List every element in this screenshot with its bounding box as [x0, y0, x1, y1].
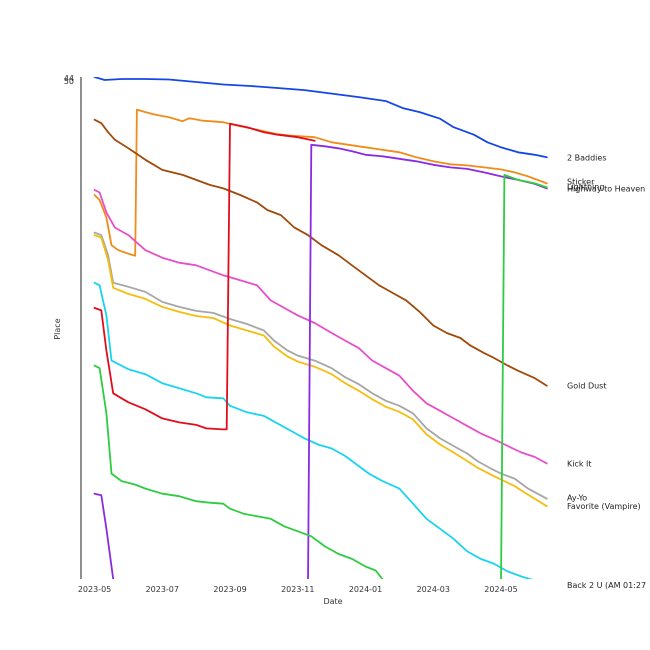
series-end-label: Back 2 U (AM 01:27	[567, 581, 646, 590]
x-tick-label: 2024-05	[484, 585, 517, 594]
y-tick-label: 44	[64, 74, 74, 83]
series-end-label: Gold Dust	[567, 382, 606, 391]
series-line	[500, 174, 548, 579]
series-end-label: Highway to Heaven	[567, 184, 645, 193]
y-axis-title: Place	[53, 318, 62, 339]
series-line	[93, 364, 384, 579]
series-line	[93, 189, 548, 465]
series-line	[93, 118, 548, 387]
x-tick-label: 2024-03	[417, 585, 450, 594]
x-tick-label: 2023-05	[78, 585, 111, 594]
series-end-label: Favorite (Vampire)	[567, 502, 641, 511]
series-lines	[93, 77, 548, 579]
series-line	[93, 231, 548, 500]
x-tick-label: 2023-11	[281, 585, 314, 594]
series-end-label: Ay-Yo	[567, 494, 587, 503]
series-line	[93, 234, 548, 508]
series-line	[93, 108, 548, 257]
x-tick-label: 2023-07	[146, 585, 179, 594]
series-line	[93, 281, 534, 579]
series-end-label: Sticker	[567, 177, 595, 186]
y-tick-label: 50	[64, 77, 74, 86]
x-tick-labels: 2023-05 2023-07 2023-09 2023-11 2024-01 2024-…	[78, 585, 518, 594]
x-tick-label: 2023-09	[213, 585, 246, 594]
series-end-label: 2 Baddies	[567, 153, 607, 162]
series-end-label: Kick It	[567, 460, 592, 469]
series-end-label: Lightning	[567, 182, 604, 191]
x-tick-label: 2024-01	[349, 585, 382, 594]
series-line	[93, 492, 115, 579]
series-line	[93, 77, 548, 159]
series-line	[93, 122, 316, 431]
y-tick-labels: 44 50	[64, 74, 74, 86]
series-line	[307, 143, 548, 579]
x-axis-title: Date	[323, 597, 342, 606]
